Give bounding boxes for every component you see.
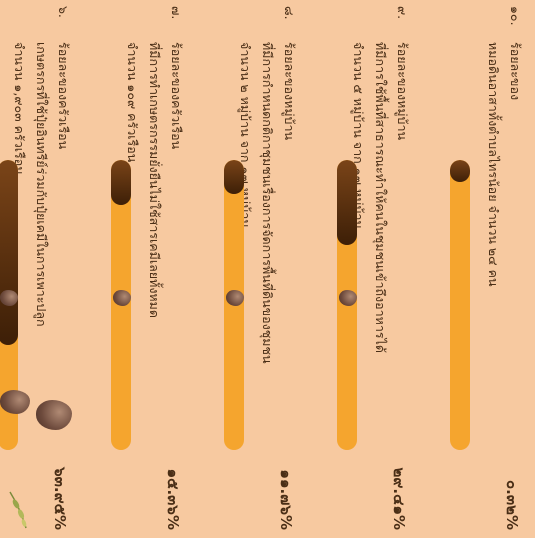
indicator-number: ๘.: [282, 6, 297, 20]
indicator-description-line: ร้อยละของครัวเรือน: [56, 42, 71, 150]
progress-fill: [450, 160, 470, 182]
indicator-row: ๘. ร้อยละของหมู่บ้าน ที่มีการกำหนดกติกาชุม…: [194, 0, 304, 538]
progress-track: [450, 160, 470, 450]
soil-rock-icon: [0, 390, 30, 414]
indicator-row: ๗. ร้อยละของครัวเรือน ที่มีการทำเกษตรกรรมย…: [81, 0, 191, 538]
indicator-description-line: ร้อยละของหมู่บ้าน: [395, 42, 410, 141]
indicator-row: ๖. ร้อยละของครัวเรือน เกษตรกรที่ใช้ปุ๋ยอิน…: [0, 0, 78, 538]
indicator-description-line: ที่มีการใช้พื้นที่สาธารณะทำให้คนในชุมชนเ…: [373, 42, 388, 354]
indicator-percent: ๒๙.๔๑%: [390, 467, 408, 530]
indicator-percent: ๑๑.๗๖%: [277, 469, 295, 530]
indicator-percent: ๐.๓๒%: [503, 479, 521, 530]
indicator-description-line: หมอดินอาสาทั้งตำบลไทรน้อย จำนวน ๒๔ คน: [486, 42, 501, 287]
soil-rock-icon: [113, 290, 131, 306]
indicator-description-line: เกษตรกรที่ใช้ปุ๋ยอินทรีย์ร่วมกับปุ๋ยเคมี…: [34, 42, 49, 327]
indicator-description-line: ร้อยละของครัวเรือน: [169, 42, 184, 150]
indicator-description-line: ที่มีการกำหนดกติกาชุมชนเรื่องการจัดการพื…: [260, 42, 275, 364]
indicator-description-line: ร้อยละของหมู่บ้าน: [282, 42, 297, 141]
indicator-description-line: ร้อยละของ: [508, 42, 523, 101]
soil-rock-icon: [226, 290, 244, 306]
soil-rock-icon: [36, 400, 72, 430]
indicator-row: ๑๐. ร้อยละของ หมอดินอาสาทั้งตำบลไทรน้อย จำ…: [420, 0, 530, 538]
progress-fill: [224, 160, 244, 195]
progress-fill: [0, 160, 18, 346]
progress-fill: [111, 160, 131, 205]
soil-rock-icon: [0, 290, 18, 306]
indicator-number: ๗.: [169, 6, 184, 20]
soil-rock-icon: [339, 290, 357, 306]
indicator-number: ๖.: [56, 6, 71, 18]
indicator-percent: ๖๓.๙๕%: [51, 467, 69, 530]
indicator-number: ๙.: [395, 6, 410, 20]
leaf-sprig-icon: [9, 491, 27, 529]
indicator-row: ๙. ร้อยละของหมู่บ้าน ที่มีการใช้พื้นที่สาธ…: [307, 0, 417, 538]
indicator-percent: ๑๕.๓๖%: [164, 468, 182, 530]
indicator-number: ๑๐.: [508, 6, 523, 26]
indicator-description-line: ที่มีการทำเกษตรกรรมยั่งยืนไม่ใช้สารเคมีเ…: [147, 42, 162, 319]
progress-fill: [337, 160, 357, 246]
